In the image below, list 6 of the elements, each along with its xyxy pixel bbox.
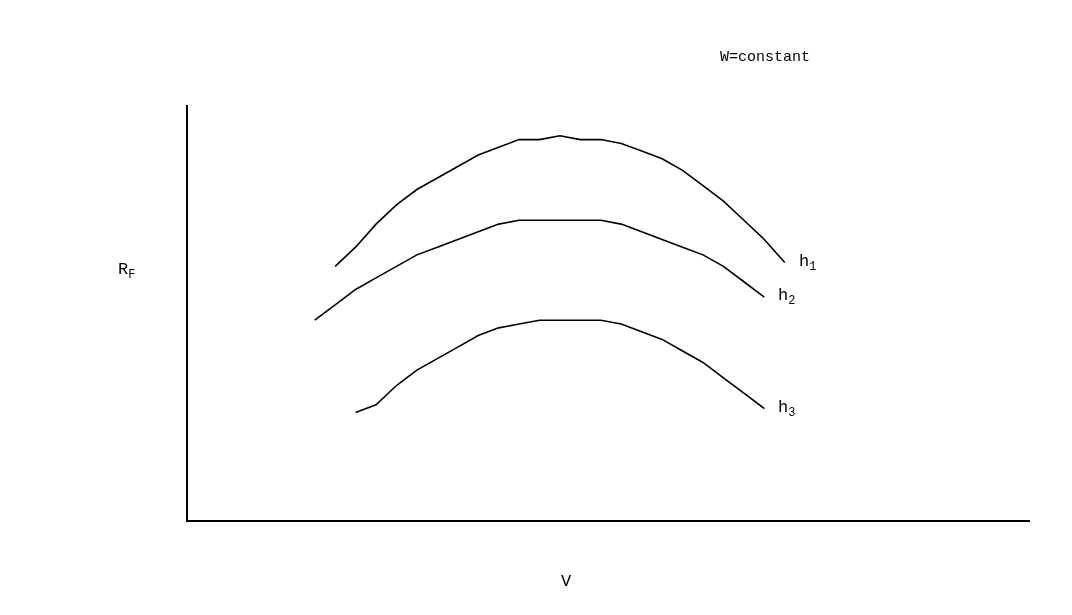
series-label: h$_{2}$ (778, 286, 796, 308)
series-label: h$_{3}$ (778, 398, 796, 420)
series-label: h$_{1}$ (799, 252, 817, 274)
text: R$_{F}$ (118, 260, 136, 282)
x-axis-title: V (561, 572, 572, 591)
text: W=constant (720, 49, 811, 66)
